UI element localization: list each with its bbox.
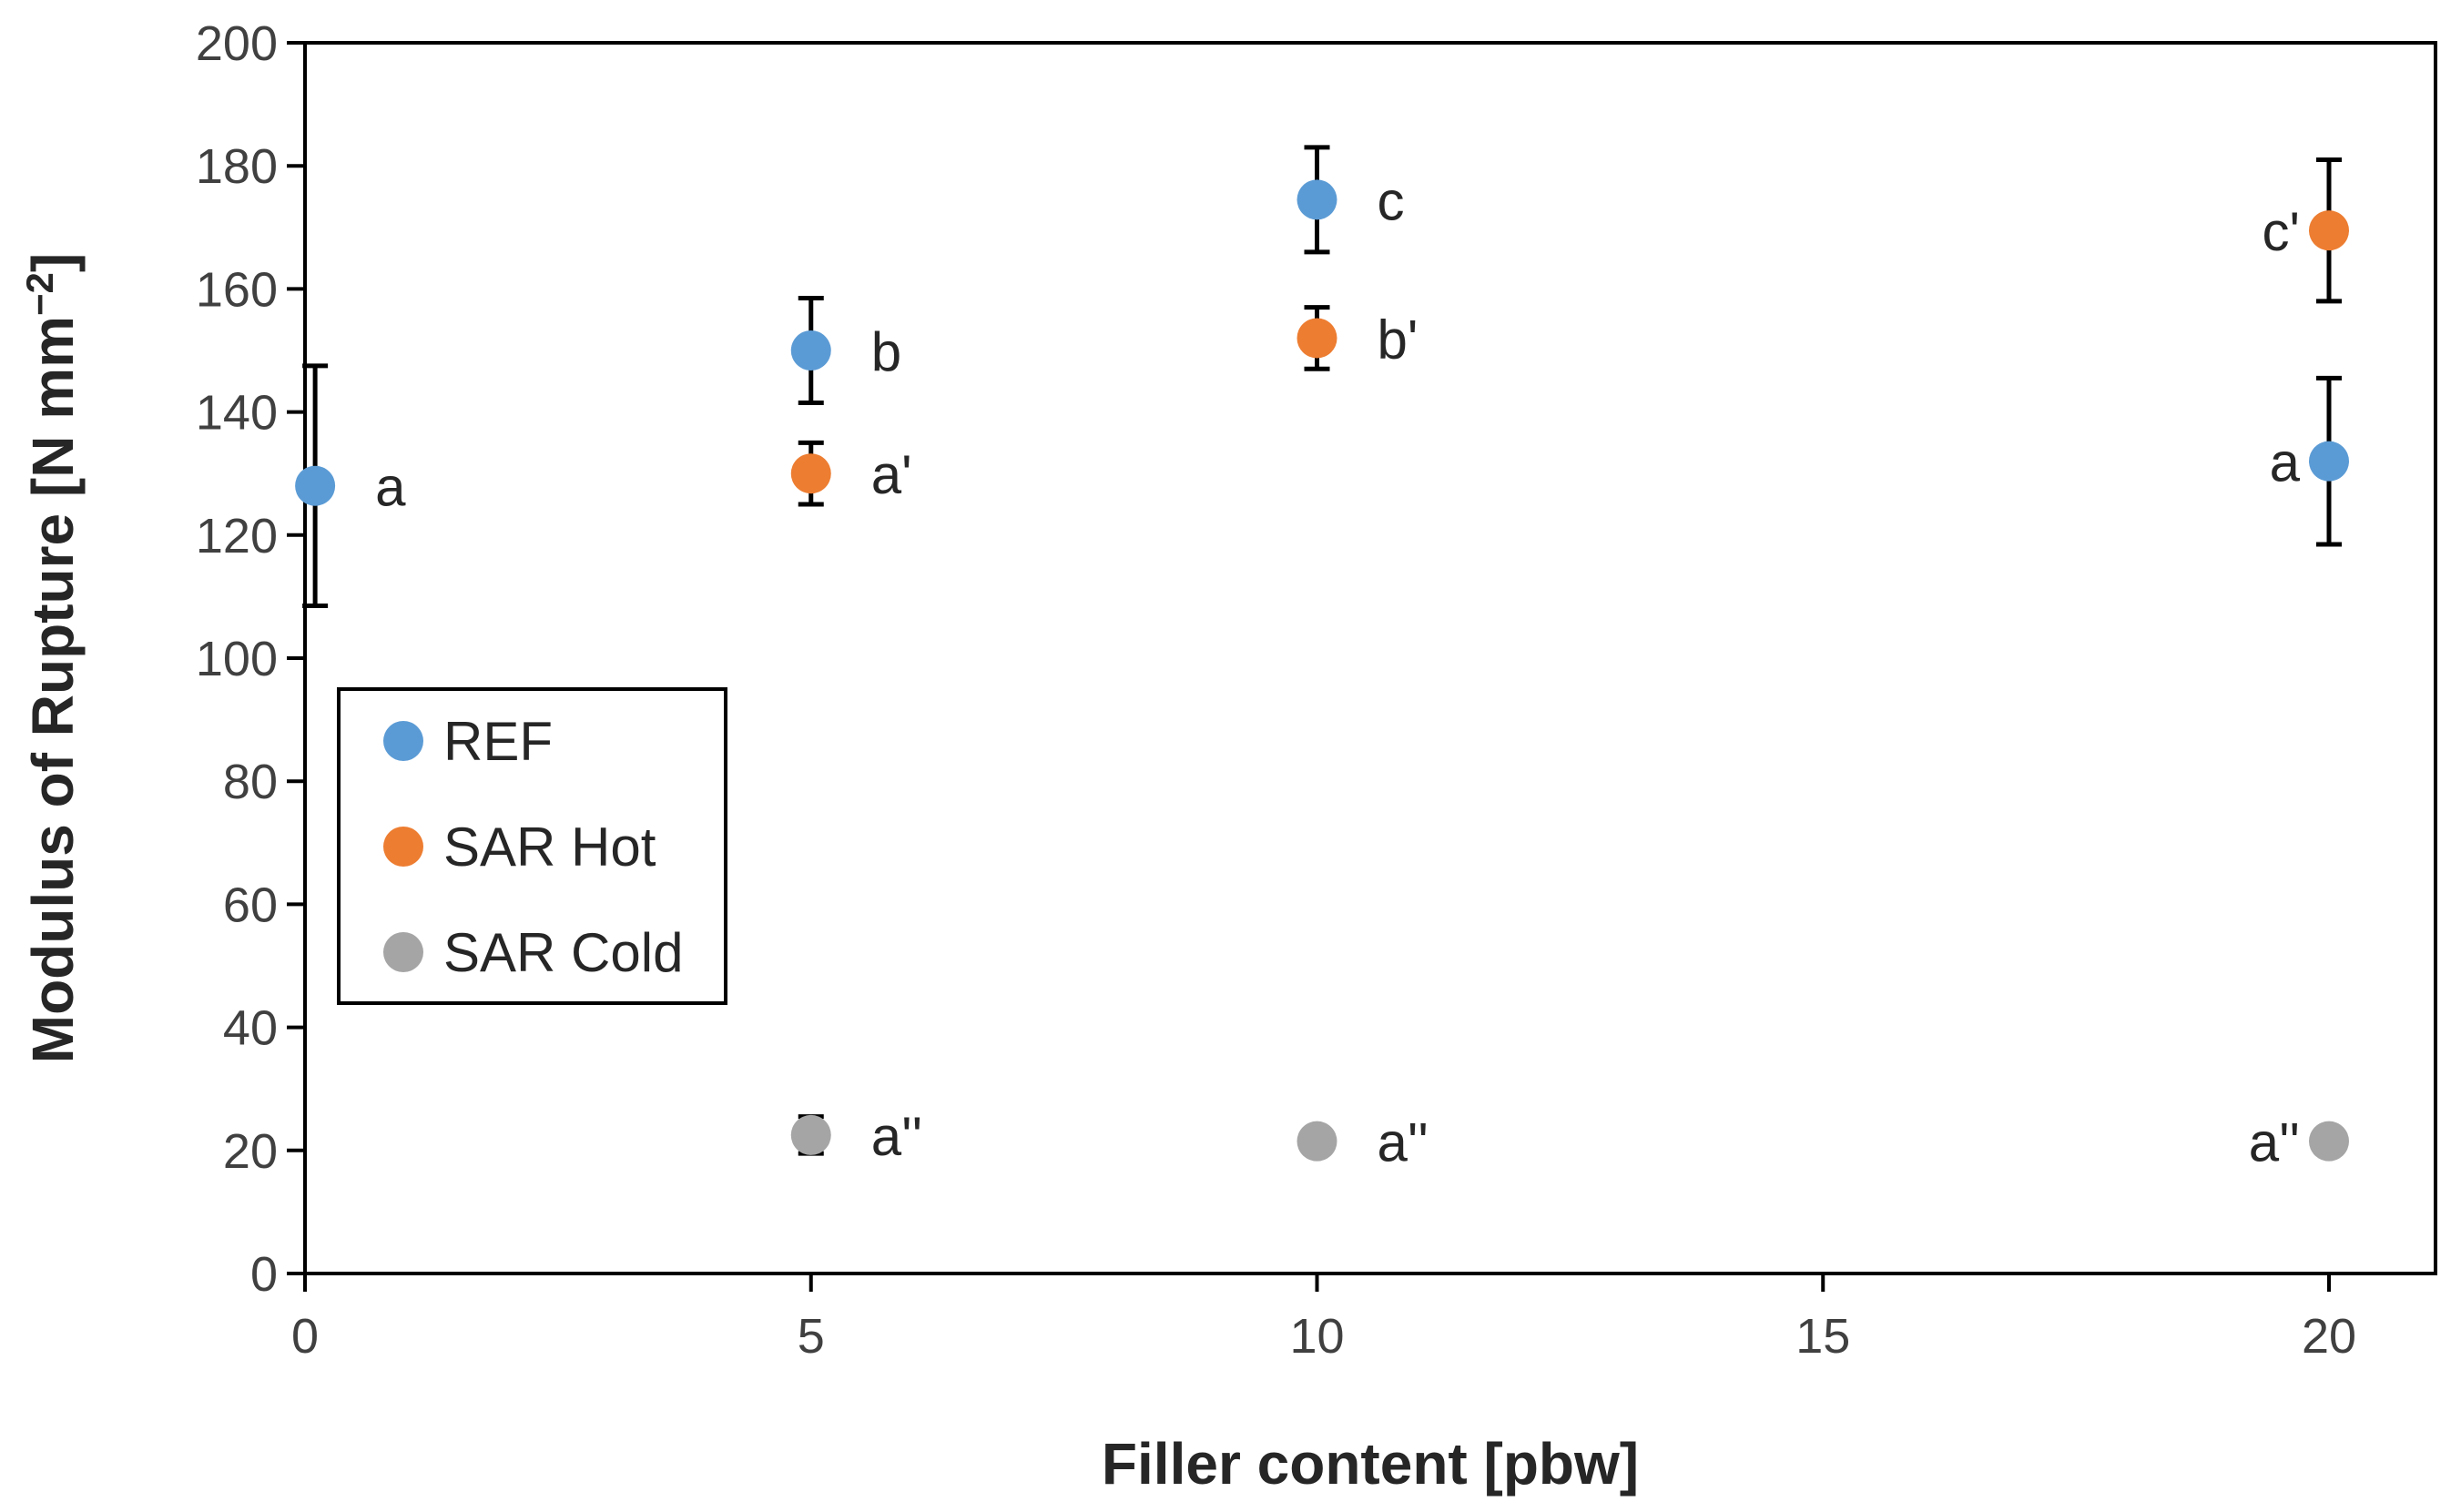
legend-marker xyxy=(383,932,423,972)
series-sar-cold: a'' a'' a'' xyxy=(790,1106,2349,1173)
x-tick-label: 5 xyxy=(798,1309,825,1364)
data-point xyxy=(1297,318,1337,359)
legend: REF SAR Hot SAR Cold xyxy=(337,687,727,1005)
point-label: a'' xyxy=(871,1106,922,1167)
point-label: a xyxy=(375,457,406,518)
data-point xyxy=(2309,1121,2349,1162)
legend-marker xyxy=(383,827,423,867)
axes: 0 20 40 60 80 100 120 140 160 180 200 0 5 10 15 20 xyxy=(196,16,2356,1364)
y-tick-label: 0 xyxy=(250,1247,278,1302)
y-tick-label: 160 xyxy=(196,262,278,317)
y-tick-label: 140 xyxy=(196,386,278,441)
point-label: a' xyxy=(871,444,912,505)
point-label: c xyxy=(1378,170,1405,231)
y-tick-label: 20 xyxy=(223,1124,278,1179)
data-point xyxy=(790,1114,831,1155)
point-label: a'' xyxy=(2249,1112,2300,1173)
x-tick-label: 20 xyxy=(2302,1309,2356,1364)
series-sar-hot: a' b' c' xyxy=(790,157,2349,507)
point-label: a xyxy=(2270,432,2301,493)
data-point xyxy=(2309,210,2349,251)
data-point xyxy=(790,330,831,370)
data-point xyxy=(790,453,831,494)
data-point xyxy=(2309,441,2349,482)
legend-label: SAR Cold xyxy=(443,922,683,983)
point-label: b' xyxy=(1378,309,1419,370)
legend-label: REF xyxy=(443,711,553,772)
y-axis-title: Modulus of Rupture [N mm−2] xyxy=(18,253,86,1063)
data-point xyxy=(1297,1121,1337,1162)
data-point xyxy=(1297,179,1337,220)
x-axis-title: Filler content [pbw] xyxy=(1102,1431,1639,1497)
point-label: a'' xyxy=(1378,1112,1429,1173)
y-tick-label: 100 xyxy=(196,632,278,686)
y-tick-label: 80 xyxy=(223,755,278,809)
series-ref: a b c a xyxy=(295,145,2349,609)
y-tick-label: 180 xyxy=(196,139,278,194)
x-tick-label: 15 xyxy=(1795,1309,1850,1364)
plot-area-frame xyxy=(303,41,2437,1275)
point-label: c' xyxy=(2263,201,2300,262)
data-point xyxy=(295,465,336,506)
y-tick-label: 40 xyxy=(223,1001,278,1056)
x-tick-label: 10 xyxy=(1289,1309,1344,1364)
legend-label: SAR Hot xyxy=(443,817,656,878)
chart-marks: a b c a a' b' c' a'' a'' a'' xyxy=(295,145,2349,1173)
point-label: b xyxy=(871,321,901,382)
y-tick-label: 60 xyxy=(223,878,278,932)
legend-marker xyxy=(383,721,423,761)
y-tick-label: 120 xyxy=(196,509,278,563)
y-tick-label: 200 xyxy=(196,16,278,71)
x-tick-label: 0 xyxy=(291,1309,319,1364)
